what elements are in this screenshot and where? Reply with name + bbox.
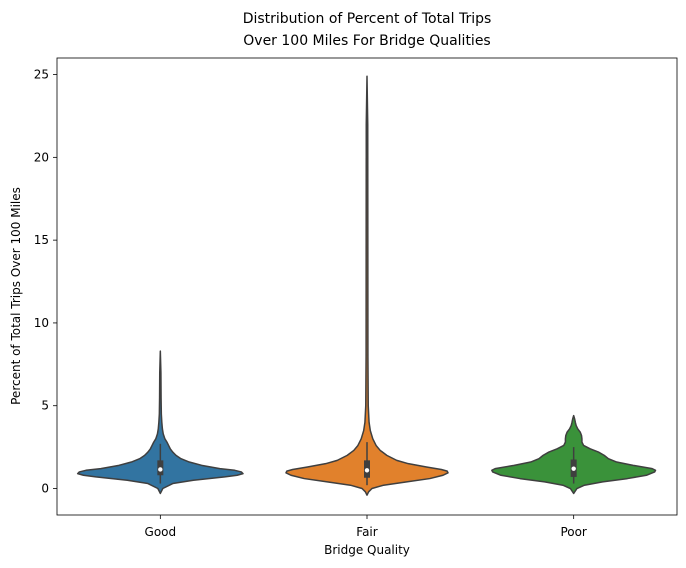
chart-title-line-1: Distribution of Percent of Total Trips [243,11,492,27]
y-axis-label: Percent of Total Trips Over 100 Miles [9,187,23,405]
chart-title-line-2: Over 100 Miles For Bridge Qualities [243,33,490,49]
y-tick-label: 15 [34,233,49,247]
violin-fair [285,75,449,496]
median-fair [364,468,370,473]
y-tick-label: 5 [41,399,49,413]
x-tick-label: Fair [356,525,377,539]
y-tick-label: 0 [41,482,49,496]
x-axis-ticks: Good Fair Poor [145,515,587,539]
plot-frame [56,57,678,516]
median-good [158,467,163,472]
y-tick-label: 20 [34,150,49,164]
violin-layer [76,75,657,496]
y-tick-label: 25 [34,68,49,82]
y-axis-ticks: 0 5 10 15 20 25 [34,68,57,496]
median-poor [571,466,576,471]
y-tick-label: 10 [34,316,49,330]
x-axis-label: Bridge Quality [324,543,410,557]
x-tick-label: Good [145,525,177,539]
violin-good [76,350,244,495]
x-tick-label: Poor [560,525,586,539]
